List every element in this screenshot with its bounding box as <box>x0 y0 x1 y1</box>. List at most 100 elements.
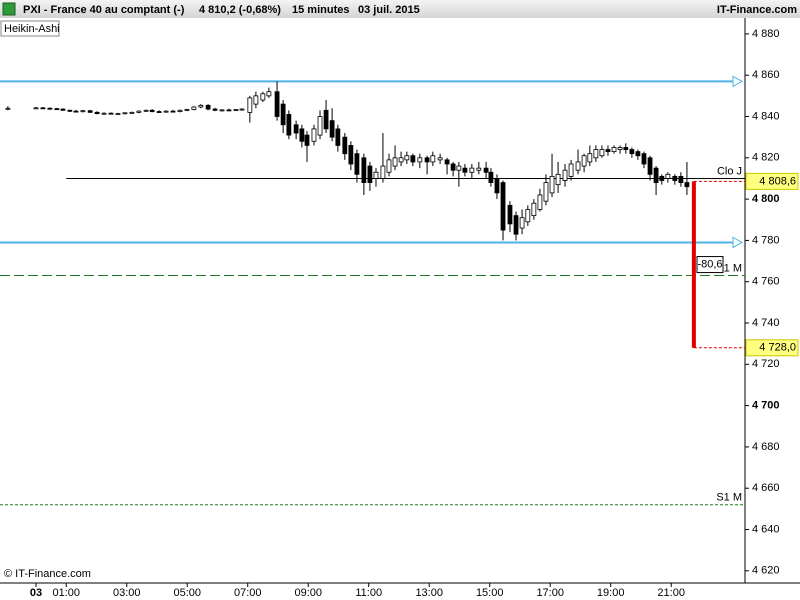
candle-body <box>286 114 292 136</box>
candle-body <box>587 153 593 163</box>
candle-body <box>233 109 239 111</box>
y-tick-label: 4 700 <box>752 400 780 412</box>
candle-body <box>599 149 605 157</box>
level-label: S1 M <box>716 492 742 504</box>
candle-body <box>323 109 329 130</box>
candle-body <box>163 110 169 113</box>
x-tick-label: 09:00 <box>294 587 322 599</box>
price-tag-label: 4 808,6 <box>759 175 796 187</box>
candle-body <box>488 171 494 183</box>
candle-body <box>299 128 305 142</box>
candle-body <box>80 110 86 113</box>
x-tick-label: 03 <box>30 587 42 599</box>
candle-body <box>335 128 341 146</box>
candle-body <box>101 112 107 115</box>
candle-body <box>205 104 211 110</box>
candle-body <box>456 165 462 171</box>
candle-body <box>226 109 232 112</box>
y-tick-label: 4 860 <box>752 69 780 81</box>
y-tick-label: 4 800 <box>752 193 780 205</box>
candle-body <box>115 113 121 116</box>
candle-body <box>392 157 398 167</box>
candle-body <box>444 159 450 165</box>
candle-body <box>198 104 204 108</box>
candle-body <box>212 108 218 111</box>
candle-body <box>156 111 162 113</box>
candle-body <box>239 108 245 111</box>
candle-body <box>653 167 659 183</box>
y-tick-label: 4 760 <box>752 276 780 288</box>
candle-body <box>266 91 272 97</box>
candle-body <box>170 110 176 113</box>
y-tick-label: 4 660 <box>752 482 780 494</box>
candle-body <box>581 155 587 167</box>
candle-body <box>354 153 360 175</box>
x-tick-label: 11:00 <box>355 587 382 599</box>
candle-body <box>253 95 259 105</box>
candle-body <box>329 120 335 138</box>
candle-body <box>87 110 93 113</box>
candle-body <box>647 157 653 175</box>
candle-body <box>575 161 581 171</box>
candle-body <box>293 124 299 134</box>
candle-body <box>342 136 348 155</box>
candle-body <box>398 157 404 163</box>
candle-body <box>404 155 410 161</box>
x-tick-label: 15:00 <box>476 587 504 599</box>
candle-body <box>247 97 253 113</box>
candle-body <box>537 194 543 210</box>
candle-body <box>623 147 629 150</box>
candle-body <box>476 167 482 171</box>
x-tick-label: 07:00 <box>234 587 262 599</box>
candle-body <box>380 165 386 179</box>
x-tick-label: 17:00 <box>536 587 564 599</box>
candle-body <box>143 109 149 112</box>
candle-body <box>424 157 430 163</box>
candle-body <box>47 107 53 110</box>
candle-body <box>519 217 525 229</box>
candle-body <box>367 165 373 183</box>
candle-body <box>483 167 489 173</box>
candle-body <box>684 182 690 188</box>
candle-body <box>348 145 354 165</box>
candle-body <box>177 109 183 112</box>
level-arrow <box>732 236 744 249</box>
candle-body <box>672 175 678 181</box>
level-arrow <box>732 75 744 88</box>
candle-body <box>513 215 519 235</box>
candle-body <box>149 109 155 112</box>
style-box <box>0 20 60 37</box>
candle-body <box>430 155 436 163</box>
candle-body <box>122 112 128 115</box>
candle-body <box>311 128 317 142</box>
style-label: Heikin-Ashi <box>4 23 60 35</box>
candle-body <box>184 109 190 111</box>
y-tick-label: 4 740 <box>752 317 780 329</box>
candle-body <box>60 108 66 111</box>
candle-body <box>629 149 635 155</box>
candle-body <box>525 209 531 223</box>
candle-body <box>5 107 11 110</box>
candle-body <box>260 93 266 101</box>
copyright: © IT-Finance.com <box>4 568 91 580</box>
candle-body <box>280 103 286 126</box>
candle-body <box>462 167 468 173</box>
candle-body <box>410 155 416 163</box>
candle-body <box>274 91 280 117</box>
candle-body <box>605 149 611 153</box>
y-tick-label: 4 780 <box>752 234 780 246</box>
change-label: -80,6 <box>697 258 722 270</box>
candle-body <box>386 159 392 173</box>
candle-body <box>678 175 684 183</box>
price-tag-label: 4 728,0 <box>759 342 796 354</box>
candle-body <box>593 149 599 159</box>
candle-body <box>129 111 135 114</box>
x-tick-label: 01:00 <box>52 587 80 599</box>
level-label: Clo J <box>717 165 742 177</box>
x-tick-label: 21:00 <box>657 587 685 599</box>
candle-body <box>531 202 537 217</box>
candle-body <box>219 109 225 112</box>
y-tick-label: 4 840 <box>752 110 780 122</box>
candle-body <box>450 163 456 171</box>
